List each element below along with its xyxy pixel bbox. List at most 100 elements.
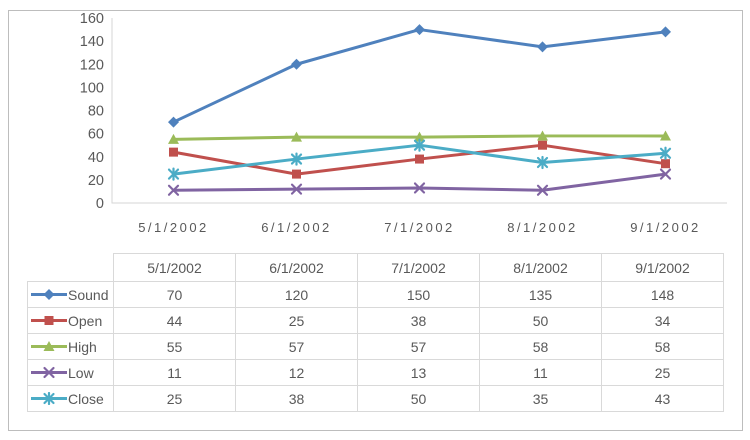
series-label: Open (68, 312, 103, 329)
sound-marker-diamond (291, 58, 302, 70)
close-marker-star (290, 152, 303, 166)
line-chart-plot: 0 20 40 60 80 100 120 140 160 5/1/2002 6/1/2002 7/1… (80, 11, 727, 235)
table-row-sound: Sound 70 120 150 135 148 (27, 281, 724, 308)
low-marker-x (413, 182, 426, 194)
table-header-row: 5/1/2002 6/1/2002 7/1/2002 8/1/2002 9/1/2002 (28, 253, 724, 282)
value-cell: 58 (601, 333, 724, 360)
low-marker-x (659, 168, 672, 180)
sound-marker-diamond (168, 116, 179, 128)
table-date-header: 5/1/2002 (113, 253, 236, 282)
close-marker-star (659, 146, 672, 160)
value-cell: 50 (479, 307, 602, 334)
value-cell: 13 (357, 359, 480, 386)
close-marker-star (413, 138, 426, 152)
legend-key-icon (31, 289, 67, 300)
legend-cell-sound: Sound (27, 281, 114, 308)
high-marker-triangle (43, 341, 55, 351)
y-axis-tick-label: 0 (96, 196, 104, 212)
table-row-open: Open 44 25 38 50 34 (27, 307, 724, 334)
series-label: Low (68, 364, 94, 381)
close-marker-star (167, 167, 180, 181)
legend-cell-open: Open (27, 307, 114, 334)
value-cell: 44 (113, 307, 236, 334)
value-cell: 57 (357, 333, 480, 360)
high-marker-triangle (168, 133, 179, 144)
table-date-header: 8/1/2002 (479, 253, 602, 282)
legend-cell-high: High (27, 333, 114, 360)
legend-cell-close: Close (27, 385, 114, 412)
high-marker-triangle (414, 131, 425, 142)
high-marker-triangle (291, 131, 302, 142)
close-marker-star (43, 392, 55, 405)
value-cell: 11 (113, 359, 236, 386)
y-axis-tick-label: 140 (80, 34, 104, 50)
value-cell: 35 (479, 385, 602, 412)
value-cell: 55 (113, 333, 236, 360)
x-axis-tick-label: 9/1/2002 (630, 220, 701, 235)
table-row-low: Low 11 12 13 11 25 (27, 359, 724, 386)
value-cell: 43 (601, 385, 724, 412)
open-marker-square (415, 154, 424, 164)
legend-key-icon (31, 316, 67, 325)
value-cell: 58 (479, 333, 602, 360)
series-label: Sound (68, 286, 109, 303)
value-cell: 34 (601, 307, 724, 334)
value-cell: 150 (357, 281, 480, 308)
sound-marker-diamond (537, 41, 548, 53)
sound-marker-diamond (414, 24, 425, 36)
table-row-close: Close 25 38 50 35 43 (27, 385, 724, 412)
chart-frame: 0 20 40 60 80 100 120 140 160 5/1/2002 6/1/2002 7/1… (8, 10, 743, 431)
high-marker-triangle (660, 130, 671, 141)
table-date-header: 7/1/2002 (357, 253, 480, 282)
value-cell: 11 (479, 359, 602, 386)
series-label: Close (68, 390, 104, 407)
low-marker-x (167, 184, 180, 196)
value-cell: 135 (479, 281, 602, 308)
close-marker-star (536, 155, 549, 170)
low-marker-x (536, 184, 549, 196)
value-cell: 148 (601, 281, 724, 308)
table-date-header: 9/1/2002 (601, 253, 724, 282)
value-cell: 120 (235, 281, 358, 308)
y-axis-tick-label: 160 (80, 11, 104, 27)
value-cell: 70 (113, 281, 236, 308)
y-axis-tick-label: 40 (88, 150, 104, 166)
chart-data-table: 5/1/2002 6/1/2002 7/1/2002 8/1/2002 9/1/2002… (27, 253, 724, 412)
axis-lines (111, 18, 727, 204)
legend-key-icon (31, 392, 67, 405)
low-marker-x (290, 183, 303, 195)
open-marker-square (44, 316, 54, 325)
legend-key-icon (31, 341, 67, 351)
open-marker-square (538, 140, 547, 150)
series-line-sound (172, 28, 666, 124)
value-cell: 25 (235, 307, 358, 334)
x-axis-tick-label: 7/1/2002 (384, 220, 455, 235)
value-cell: 57 (235, 333, 358, 360)
table-date-header: 6/1/2002 (235, 253, 358, 282)
open-marker-square (661, 159, 670, 169)
y-axis-tick-label: 100 (80, 80, 104, 96)
sound-marker-diamond (660, 26, 671, 38)
table-corner-cell (28, 254, 114, 282)
series-label: High (68, 338, 97, 355)
high-marker-triangle (537, 130, 548, 141)
low-marker-x (43, 366, 55, 379)
value-cell: 50 (357, 385, 480, 412)
table-row-high: High 55 57 57 58 58 (27, 333, 724, 360)
legend-cell-low: Low (27, 359, 114, 386)
x-axis-tick-label: 8/1/2002 (507, 220, 578, 235)
value-cell: 38 (235, 385, 358, 412)
y-axis-tick-label: 60 (88, 127, 104, 143)
x-axis-tick-label: 5/1/2002 (138, 220, 209, 235)
value-cell: 38 (357, 307, 480, 334)
y-axis-tick-label: 20 (88, 173, 104, 189)
value-cell: 12 (235, 359, 358, 386)
x-axis-tick-label: 6/1/2002 (261, 220, 332, 235)
value-cell: 25 (113, 385, 236, 412)
value-cell: 25 (601, 359, 724, 386)
sound-marker-diamond (43, 289, 55, 300)
y-axis-tick-label: 80 (88, 104, 104, 120)
open-marker-square (169, 147, 178, 157)
open-marker-square (292, 169, 301, 179)
